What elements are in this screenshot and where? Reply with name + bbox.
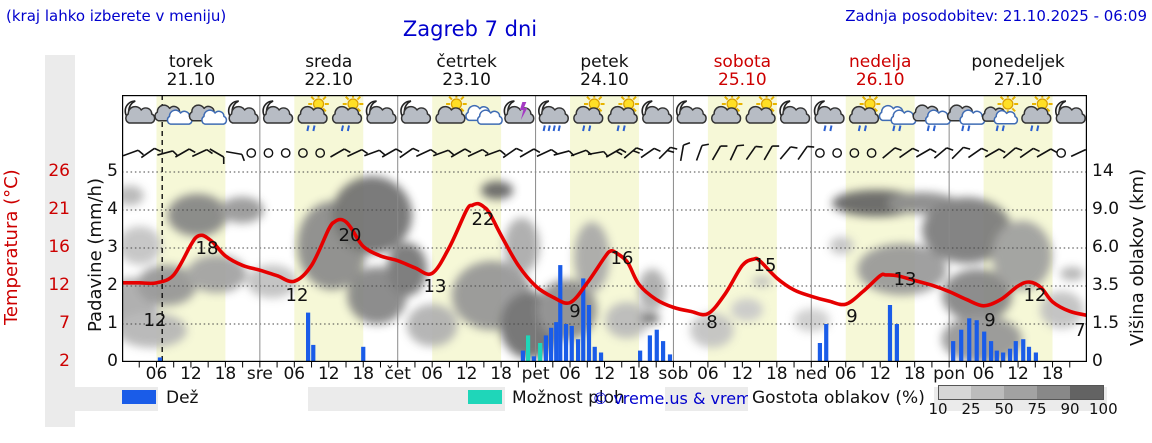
time-tick-label: 12: [593, 364, 616, 384]
menu-hint-text: (kraj lahko izberete v meniju): [6, 7, 227, 25]
time-tick-label: 18: [490, 364, 512, 384]
axis-tick-label: 12: [48, 275, 70, 295]
cloud-density-label: Gostota oblakov (%): [752, 388, 925, 408]
colorbar-segment: [1070, 385, 1104, 400]
day-header: torek 21.10: [166, 52, 216, 90]
colorbar-tick-label: 90: [1060, 400, 1080, 418]
weather-icons-row: [124, 93, 1086, 132]
time-tick-label: 06: [283, 364, 306, 384]
svg-text:12: 12: [286, 285, 309, 306]
time-tick-label: 12: [1007, 364, 1029, 384]
copyright-link[interactable]: © vreme.us & vreme.pro: [592, 389, 793, 408]
axis-tick-label: 26: [48, 161, 70, 181]
svg-text:13: 13: [424, 276, 447, 297]
time-tick-label: 06: [697, 364, 719, 384]
colorbar-tick-label: 25: [961, 400, 981, 418]
day-header: nedelja 26.10: [849, 52, 912, 90]
axis-tick-label: 7: [59, 313, 70, 333]
showers-legend-box: [505, 387, 665, 411]
page-title: Zagreb 7 dni: [402, 17, 538, 41]
time-tick-label: 12: [180, 364, 202, 384]
time-tick-label: 06: [972, 364, 995, 384]
time-tick-label: 18: [628, 364, 650, 384]
svg-text:20: 20: [339, 225, 362, 246]
last-update-text: Zadnja posodobitev: 21.10.2025 - 06:09: [845, 7, 1147, 25]
svg-text:9: 9: [984, 310, 995, 331]
svg-text:7: 7: [1074, 320, 1085, 341]
colorbar-tick-label: 50: [994, 400, 1014, 418]
time-tick-label: čet: [384, 364, 411, 384]
colorbar-segment: [971, 385, 1004, 400]
time-tick-label: pet: [521, 364, 550, 384]
meteogram-svg: 12 18 12 20 13 22 9 16 8 15 9 13 9 12 7: [120, 93, 1092, 368]
axis-tick-label: 1: [107, 313, 118, 333]
rain-legend-box: [158, 387, 308, 411]
svg-text:12: 12: [1024, 285, 1047, 306]
axis-tick-label: 16: [48, 237, 70, 257]
svg-text:8: 8: [706, 312, 717, 333]
time-tick-label: 06: [145, 364, 168, 384]
svg-text:22: 22: [472, 209, 495, 230]
showers-legend-swatch: [468, 390, 502, 404]
axis-tick-label: 0: [1092, 351, 1103, 371]
axis-tick-label: 0: [107, 351, 118, 371]
left-gray-strip: [45, 55, 75, 427]
time-tick-label: sob: [658, 364, 689, 384]
time-tick-label: 06: [559, 364, 581, 384]
time-tick-label: 06: [421, 364, 443, 384]
axis-tick-label: 4: [107, 199, 118, 219]
day-header: sreda 22.10: [304, 52, 354, 90]
colorbar-segment: [1004, 385, 1037, 400]
time-tick-label: 12: [731, 364, 754, 384]
time-tick-label: 18: [214, 364, 237, 384]
colorbar-tick-label: 75: [1027, 400, 1047, 418]
time-tick-label: 18: [765, 364, 788, 384]
svg-text:16: 16: [611, 248, 634, 269]
svg-text:13: 13: [894, 269, 917, 290]
density-label-box: [748, 387, 934, 411]
showers-legend-label: Možnost ploh: [512, 388, 625, 408]
axis-tick-label: 9.0: [1092, 199, 1120, 219]
day-header: sobota 25.10: [713, 52, 772, 90]
rain-legend-swatch: [122, 390, 156, 404]
colorbar-segment: [938, 385, 972, 400]
rain-legend-label: Dež: [166, 388, 199, 408]
axis-tick-label: 1.5: [1092, 313, 1120, 333]
svg-text:12: 12: [144, 310, 167, 331]
wind-barbs-row: [122, 141, 1092, 164]
axis-tick-label: 21: [48, 199, 70, 219]
axis-tick-label: 14: [1092, 161, 1114, 181]
axis-tick-label: 6.0: [1092, 237, 1120, 257]
time-tick-label: 12: [455, 364, 478, 384]
axis-tick-label: 5: [107, 161, 118, 181]
axis-tick-label: 3.5: [1092, 275, 1120, 295]
time-tick-label: 06: [834, 364, 857, 384]
time-tick-label: 18: [352, 364, 375, 384]
day-header: ponedeljek 27.10: [971, 52, 1065, 90]
day-header: petek 24.10: [580, 52, 629, 90]
axis-tick-label: 2: [107, 275, 118, 295]
time-tick-label: 12: [317, 364, 340, 384]
svg-text:15: 15: [754, 255, 777, 276]
time-tick-label: 12: [869, 364, 892, 384]
axis-tick-label: 2: [59, 351, 70, 371]
meteogram-chart: 12 18 12 20 13 22 9 16 8 15 9 13 9 12 7: [120, 93, 1092, 375]
day-header: četrtek 23.10: [436, 52, 497, 90]
time-tick-label: 18: [1041, 364, 1064, 384]
time-tick-label: ned: [795, 364, 828, 384]
svg-text:18: 18: [196, 238, 219, 259]
axis-tick-label: 3: [107, 237, 118, 257]
svg-text:9: 9: [846, 306, 857, 327]
time-tick-label: sre: [246, 364, 273, 384]
svg-text:9: 9: [569, 301, 580, 322]
time-tick-label: 18: [903, 364, 926, 384]
time-tick-label: pon: [933, 364, 966, 384]
colorbar-tick-label: 100: [1089, 400, 1118, 418]
colorbar-segment: [1037, 385, 1070, 400]
colorbar-tick-label: 10: [928, 400, 948, 418]
temperature-axis-title: Temperatura (°C): [1, 169, 22, 326]
